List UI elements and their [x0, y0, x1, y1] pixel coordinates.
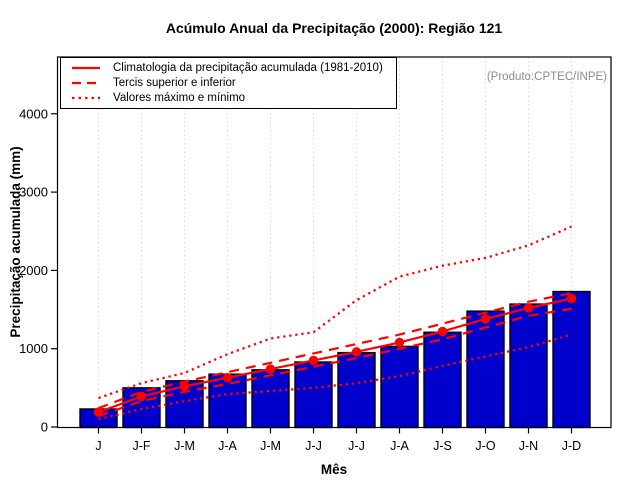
x-tick-label: J-S [433, 439, 452, 453]
series-marker [136, 391, 147, 402]
solid-red-line-icon [72, 67, 100, 70]
series-line-climatologia_1981_2010 [98, 297, 572, 414]
x-tick-label: J-D [562, 439, 581, 453]
dashed-red-line-icon [72, 81, 100, 85]
bar [466, 310, 505, 429]
dotted-red-line-icon [72, 96, 100, 99]
series-marker [523, 303, 534, 313]
series-marker [265, 364, 276, 374]
y-axis-title: Precipitação acumulada (mm) [8, 146, 23, 338]
x-tick-label: J-J [348, 439, 365, 453]
bar [423, 331, 462, 429]
y-tick-label: 2000 [19, 263, 48, 278]
x-tick-label: J-M [260, 439, 281, 453]
x-tick-label: J-M [174, 439, 195, 453]
y-tick-label: 0 [41, 420, 48, 435]
series-line-tercil_inferior [98, 307, 572, 418]
y-tick-label: 1000 [19, 341, 48, 356]
bar [509, 303, 548, 429]
bar [552, 290, 591, 429]
series-marker [480, 314, 491, 324]
bar [337, 351, 376, 429]
x-tick-label: J-O [475, 439, 495, 453]
x-tick-label: J-F [132, 439, 150, 453]
x-axis-title: Mês [320, 462, 348, 477]
y-tick-label: 4000 [19, 106, 48, 121]
y-tick-label: 3000 [19, 185, 48, 200]
chart-legend: Climatologia da precipitação acumulada (… [60, 57, 397, 109]
bar [251, 369, 290, 429]
series-marker [308, 355, 319, 366]
product-credit-label: (Produto:CPTEC/INPE) [486, 71, 607, 83]
x-tick-label: J-N [519, 439, 538, 453]
x-tick-label: J [95, 439, 101, 453]
series-line-valor_minimo [98, 333, 572, 421]
x-tick-label: J-J [305, 439, 322, 453]
legend-label: Tercis superior e inferior [113, 76, 236, 89]
series-marker [222, 372, 233, 383]
series-marker [394, 337, 405, 348]
legend-label: Climatologia da precipitação acumulada (… [113, 62, 383, 75]
series-marker [566, 293, 577, 304]
legend-item-terciles: Tercis superior e inferior [71, 76, 392, 90]
bar [380, 345, 419, 429]
series-marker [179, 381, 190, 391]
legend-label: Valores máximo e mínimo [113, 91, 246, 104]
series-marker [437, 326, 448, 337]
x-tick-label: J-A [218, 439, 237, 453]
legend-item-max-min: Valores máximo e mínimo [71, 91, 392, 105]
x-tick-label: J-A [390, 439, 409, 453]
series-line-tercil_superior [98, 292, 572, 410]
series-marker [351, 347, 362, 357]
chart-title: Acúmulo Anual da Precipitação (2000): Re… [165, 20, 503, 36]
legend-item-climatology: Climatologia da precipitação acumulada (… [71, 61, 392, 75]
bar [294, 361, 333, 429]
